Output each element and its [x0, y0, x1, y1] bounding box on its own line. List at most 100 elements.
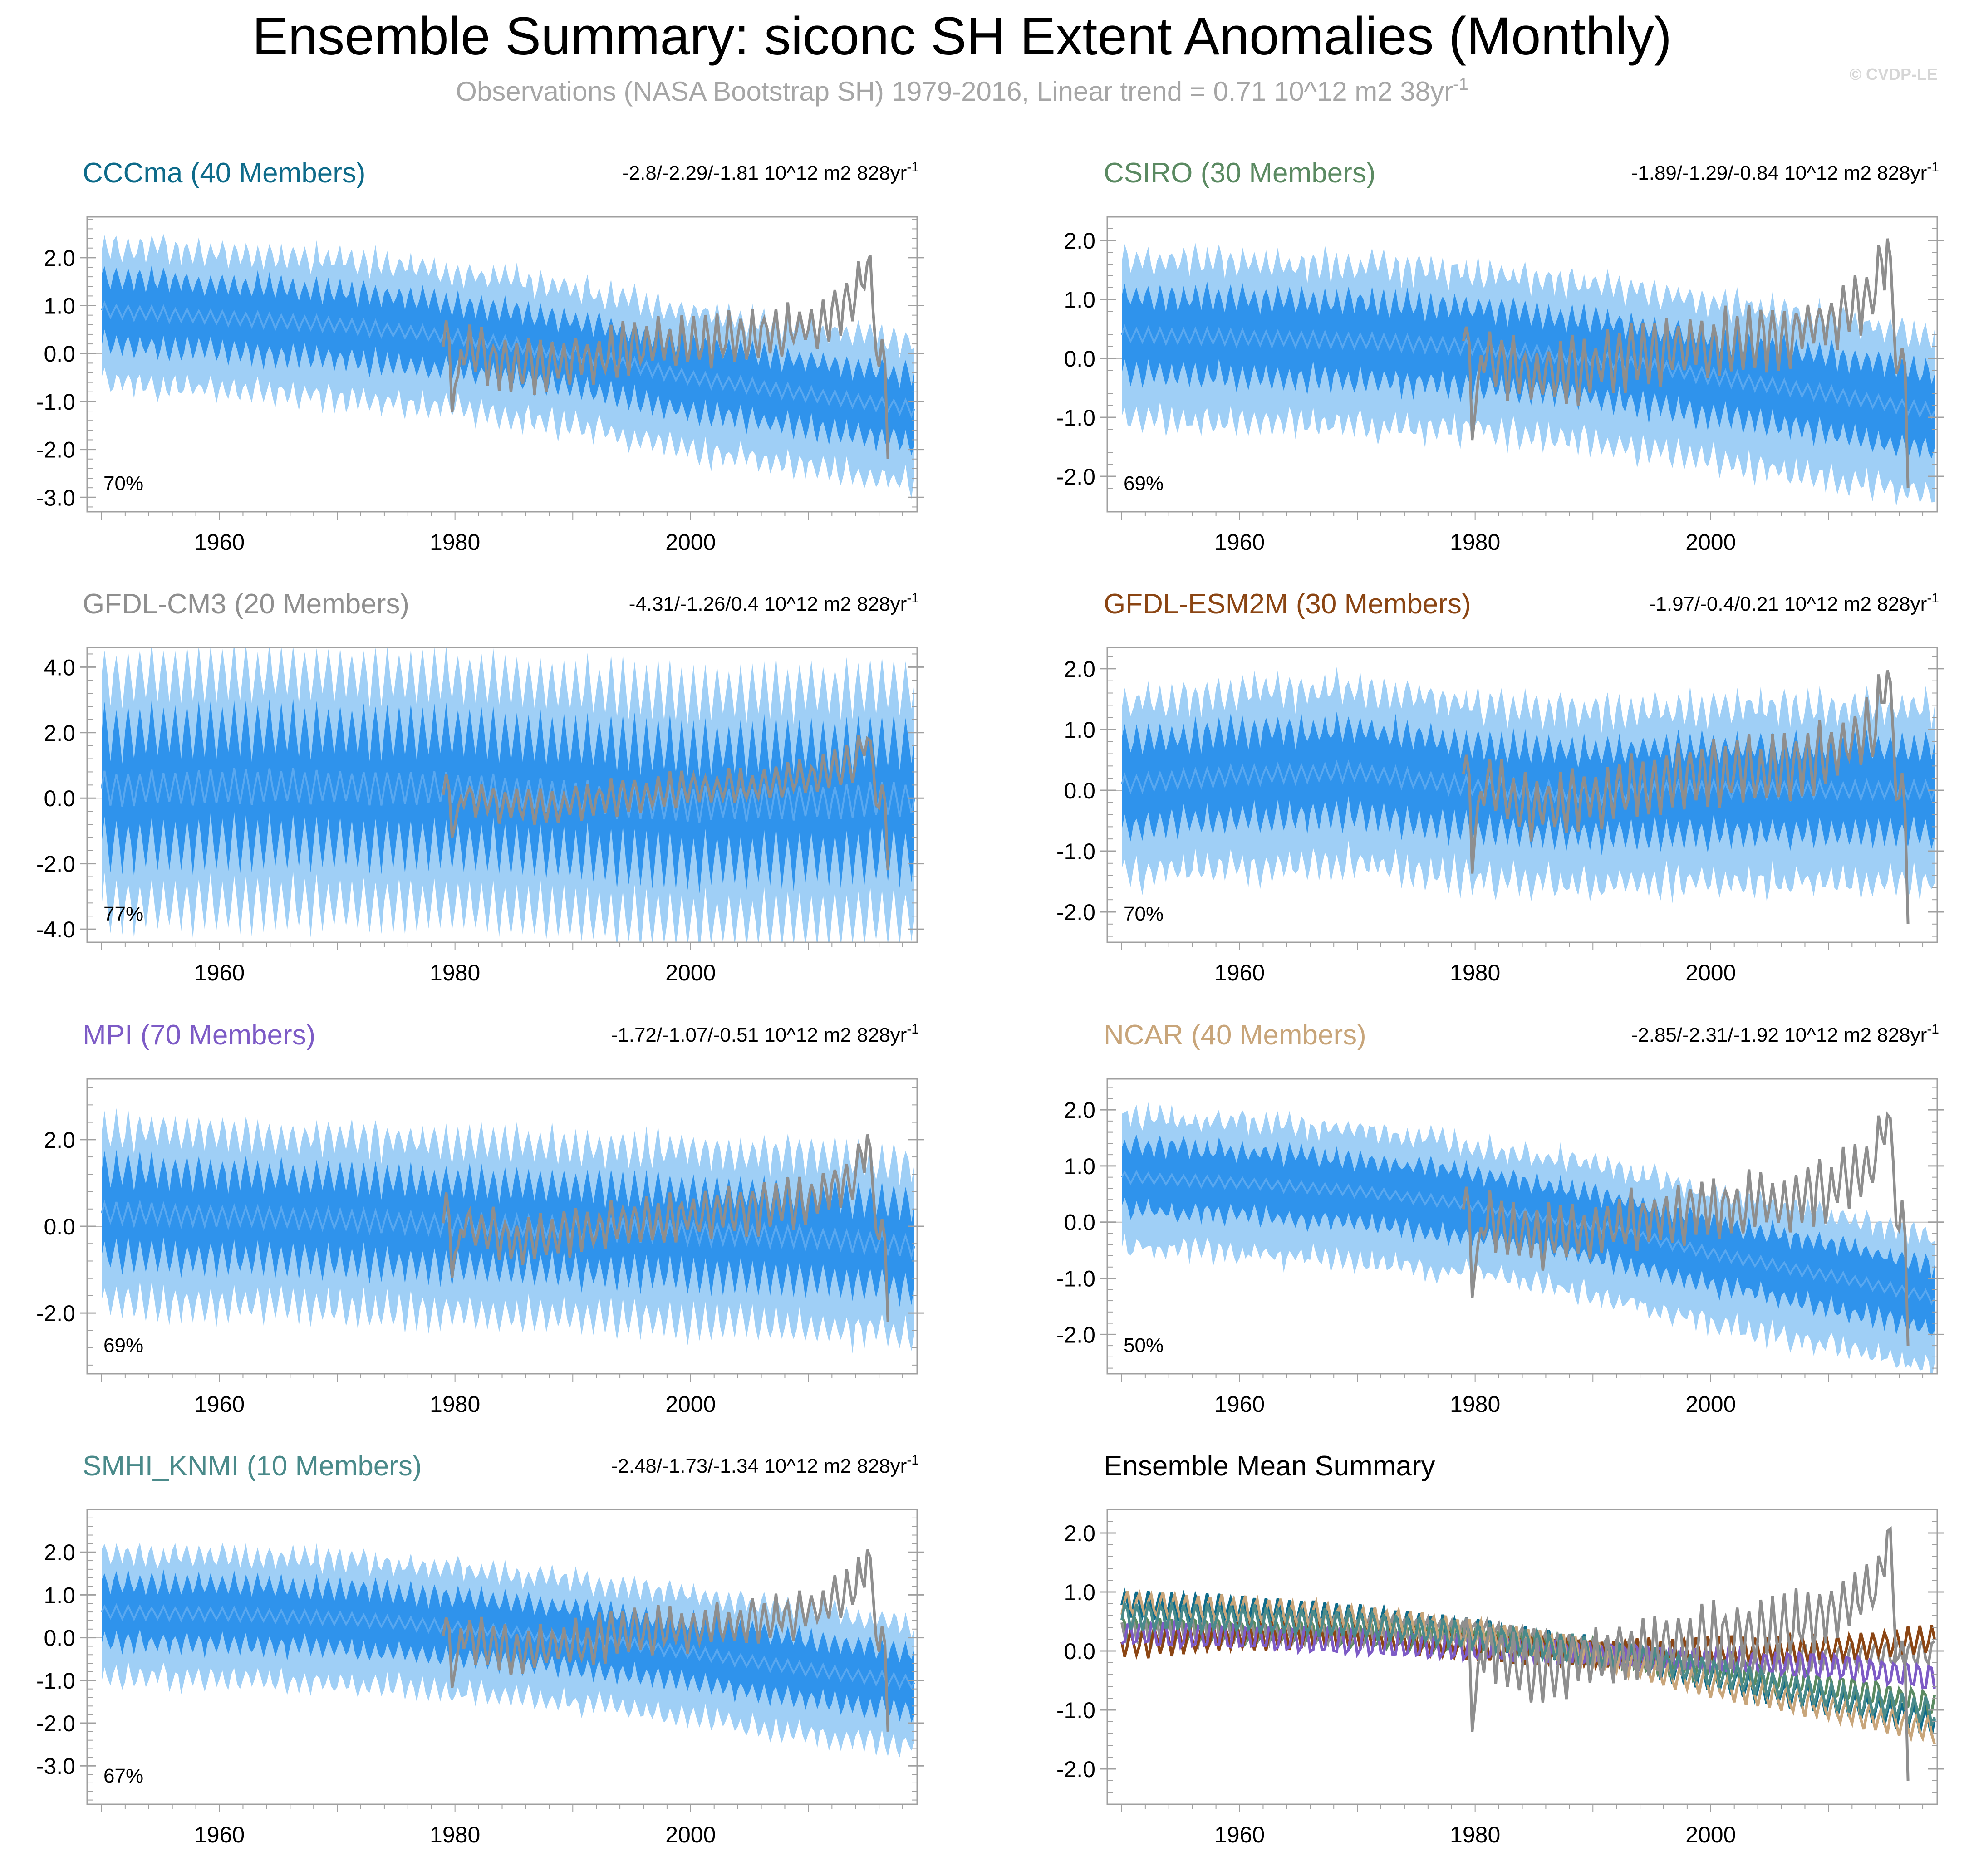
x-axis: 1960 1980 2000 — [1121, 512, 1924, 555]
y-tick-label: 0.0 — [1064, 346, 1095, 372]
x-axis: 1960 1980 2000 — [101, 512, 903, 555]
y-tick-label: -1.0 — [1056, 1266, 1095, 1292]
y-tick-label: -3.0 — [36, 485, 75, 510]
x-tick-label: 2000 — [1685, 1822, 1736, 1847]
y-axis: 2.0 1.0 0.0 -1.0 -2.0 -3.0 — [36, 219, 924, 510]
x-tick-label: 1960 — [194, 1391, 245, 1417]
x-tick-label: 1960 — [194, 529, 245, 555]
y-tick-label: 1.0 — [1064, 1580, 1095, 1605]
plot-area — [1107, 1102, 1937, 1374]
x-tick-label: 1980 — [430, 529, 480, 555]
ensemble-mean-line — [101, 768, 915, 823]
panel-5: 2.0 0.0 -2.0 1960 1980 2000 MPI (70 Members) -1… — [36, 1019, 924, 1417]
plot-area — [87, 647, 917, 942]
x-tick-label: 1980 — [430, 960, 480, 985]
x-tick-label: 1960 — [1214, 1822, 1265, 1847]
panel-trend-text: -1.89/-1.29/-0.84 10^12 m2 828yr — [1631, 162, 1927, 184]
x-tick-label: 2000 — [1685, 960, 1736, 985]
y-tick-label: 1.0 — [44, 1582, 75, 1608]
panel-7: 2.0 1.0 0.0 -1.0 -2.0 -3.0 1960 1980 2000 SMHI_KN… — [36, 1450, 924, 1847]
figure-title: Ensemble Summary: siconc SH Extent Anoma… — [252, 6, 1672, 66]
panel-trend-text: -2.48/-1.73/-1.34 10^12 m2 828yr — [611, 1455, 907, 1477]
y-tick-label: -4.0 — [36, 917, 75, 942]
y-tick-label: -2.0 — [36, 852, 75, 877]
y-tick-label: 1.0 — [1064, 717, 1095, 743]
x-axis: 1960 1980 2000 — [101, 1804, 903, 1847]
x-tick-label: 1980 — [1450, 1822, 1500, 1847]
y-tick-label: -2.0 — [1056, 1322, 1095, 1347]
panel-trend-text: -2.85/-2.31/-1.92 10^12 m2 828yr — [1631, 1024, 1927, 1046]
x-tick-label: 1980 — [1450, 960, 1500, 985]
panel-trend-exponent: -1 — [907, 591, 919, 606]
x-tick-label: 2000 — [1685, 529, 1736, 555]
observations-line — [442, 1134, 889, 1322]
panel-3: 4.0 2.0 0.0 -2.0 -4.0 1960 1980 2000 GFDL-CM3 (2… — [36, 588, 924, 985]
panel-trend: -2.48/-1.73/-1.34 10^12 m2 828yr-1 — [611, 1453, 919, 1477]
observations-line — [442, 255, 889, 459]
x-tick-label: 2000 — [665, 1391, 716, 1417]
y-tick-label: -3.0 — [36, 1754, 75, 1779]
y-tick-label: -2.0 — [1056, 1757, 1095, 1782]
panel-trend-exponent: -1 — [907, 160, 919, 175]
y-axis: 2.0 1.0 0.0 -1.0 -2.0 — [1056, 1087, 1944, 1369]
observations-line — [1462, 1526, 1910, 1781]
figure-subtitle-exponent: -1 — [1453, 75, 1468, 94]
y-tick-label: -2.0 — [36, 437, 75, 463]
plot-area — [1107, 1526, 1937, 1781]
y-tick-label: -2.0 — [1056, 900, 1095, 925]
panel-trend: -4.31/-1.26/0.4 10^12 m2 828yr-1 — [629, 591, 919, 615]
series-line-smhi-knmi — [1120, 1599, 1936, 1726]
y-tick-label: -1.0 — [36, 389, 75, 415]
panel-title: GFDL-CM3 (20 Members) — [83, 588, 409, 620]
x-tick-label: 1960 — [194, 1822, 245, 1847]
x-axis: 1960 1980 2000 — [1121, 942, 1924, 985]
y-tick-label: -2.0 — [36, 1301, 75, 1326]
ensemble-mean-line — [101, 300, 915, 418]
x-tick-label: 1980 — [430, 1391, 480, 1417]
y-tick-label: 2.0 — [1064, 1521, 1095, 1546]
x-axis: 1960 1980 2000 — [1121, 1804, 1924, 1847]
observations-line — [442, 735, 889, 871]
panel-4: 2.0 1.0 0.0 -1.0 -2.0 1960 1980 2000 GFDL-ESM2M … — [1056, 588, 1944, 985]
figure-subtitle-text: Observations (NASA Bootstrap SH) 1979-20… — [456, 76, 1453, 107]
x-tick-label: 2000 — [1685, 1391, 1736, 1417]
panel-trend: -1.89/-1.29/-0.84 10^12 m2 828yr-1 — [1631, 160, 1939, 184]
y-tick-label: -1.0 — [36, 1668, 75, 1694]
x-tick-label: 2000 — [665, 960, 716, 985]
x-axis: 1960 1980 2000 — [1121, 1374, 1924, 1417]
x-tick-label: 1960 — [194, 960, 245, 985]
panel-trend: -2.85/-2.31/-1.92 10^12 m2 828yr-1 — [1631, 1022, 1939, 1046]
panel-2: 2.0 1.0 0.0 -1.0 -2.0 1960 1980 2000 CSIRO (30 M… — [1056, 157, 1944, 555]
plot-area — [1107, 238, 1937, 506]
x-axis: 1960 1980 2000 — [101, 1374, 903, 1417]
figure-subtitle: Observations (NASA Bootstrap SH) 1979-20… — [456, 75, 1468, 107]
y-tick-label: 0.0 — [44, 786, 75, 811]
panel-trend-text: -2.8/-2.29/-1.81 10^12 m2 828yr — [622, 162, 907, 184]
y-axis: 2.0 1.0 0.0 -1.0 -2.0 — [1056, 216, 1944, 512]
x-tick-label: 1960 — [1214, 1391, 1265, 1417]
watermark: © CVDP-LE — [1849, 65, 1938, 83]
y-axis: 2.0 1.0 0.0 -1.0 -2.0 -3.0 — [36, 1517, 924, 1801]
y-tick-label: 0.0 — [44, 341, 75, 367]
panel-trend-exponent: -1 — [907, 1022, 919, 1037]
panel-title: SMHI_KNMI (10 Members) — [83, 1450, 422, 1482]
panel-6: 2.0 1.0 0.0 -1.0 -2.0 1960 1980 2000 NCAR (40 Me… — [1056, 1019, 1944, 1417]
panel-trend: -1.97/-0.4/0.21 10^12 m2 828yr-1 — [1649, 591, 1939, 615]
panel-percent: 70% — [103, 472, 143, 495]
ensemble-spread-inner — [1122, 711, 1935, 856]
panels: 2.0 1.0 0.0 -1.0 -2.0 -3.0 1960 1980 2000 CCCma (… — [36, 157, 1944, 1847]
y-axis: 2.0 1.0 0.0 -1.0 -2.0 — [1056, 656, 1944, 937]
y-tick-label: -2.0 — [1056, 464, 1095, 490]
panel-trend: -1.72/-1.07/-0.51 10^12 m2 828yr-1 — [611, 1022, 919, 1046]
y-tick-label: 0.0 — [44, 1626, 75, 1651]
y-tick-label: -1.0 — [1056, 839, 1095, 864]
y-tick-label: 0.0 — [1064, 1210, 1095, 1235]
y-axis: 2.0 1.0 0.0 -1.0 -2.0 — [1056, 1509, 1944, 1805]
y-tick-label: 2.0 — [44, 1540, 75, 1565]
y-tick-label: 2.0 — [1064, 1097, 1095, 1123]
x-tick-label: 1960 — [1214, 960, 1265, 985]
plot-area — [87, 1542, 917, 1758]
plot-area — [87, 234, 917, 499]
plot-area — [87, 1108, 917, 1354]
